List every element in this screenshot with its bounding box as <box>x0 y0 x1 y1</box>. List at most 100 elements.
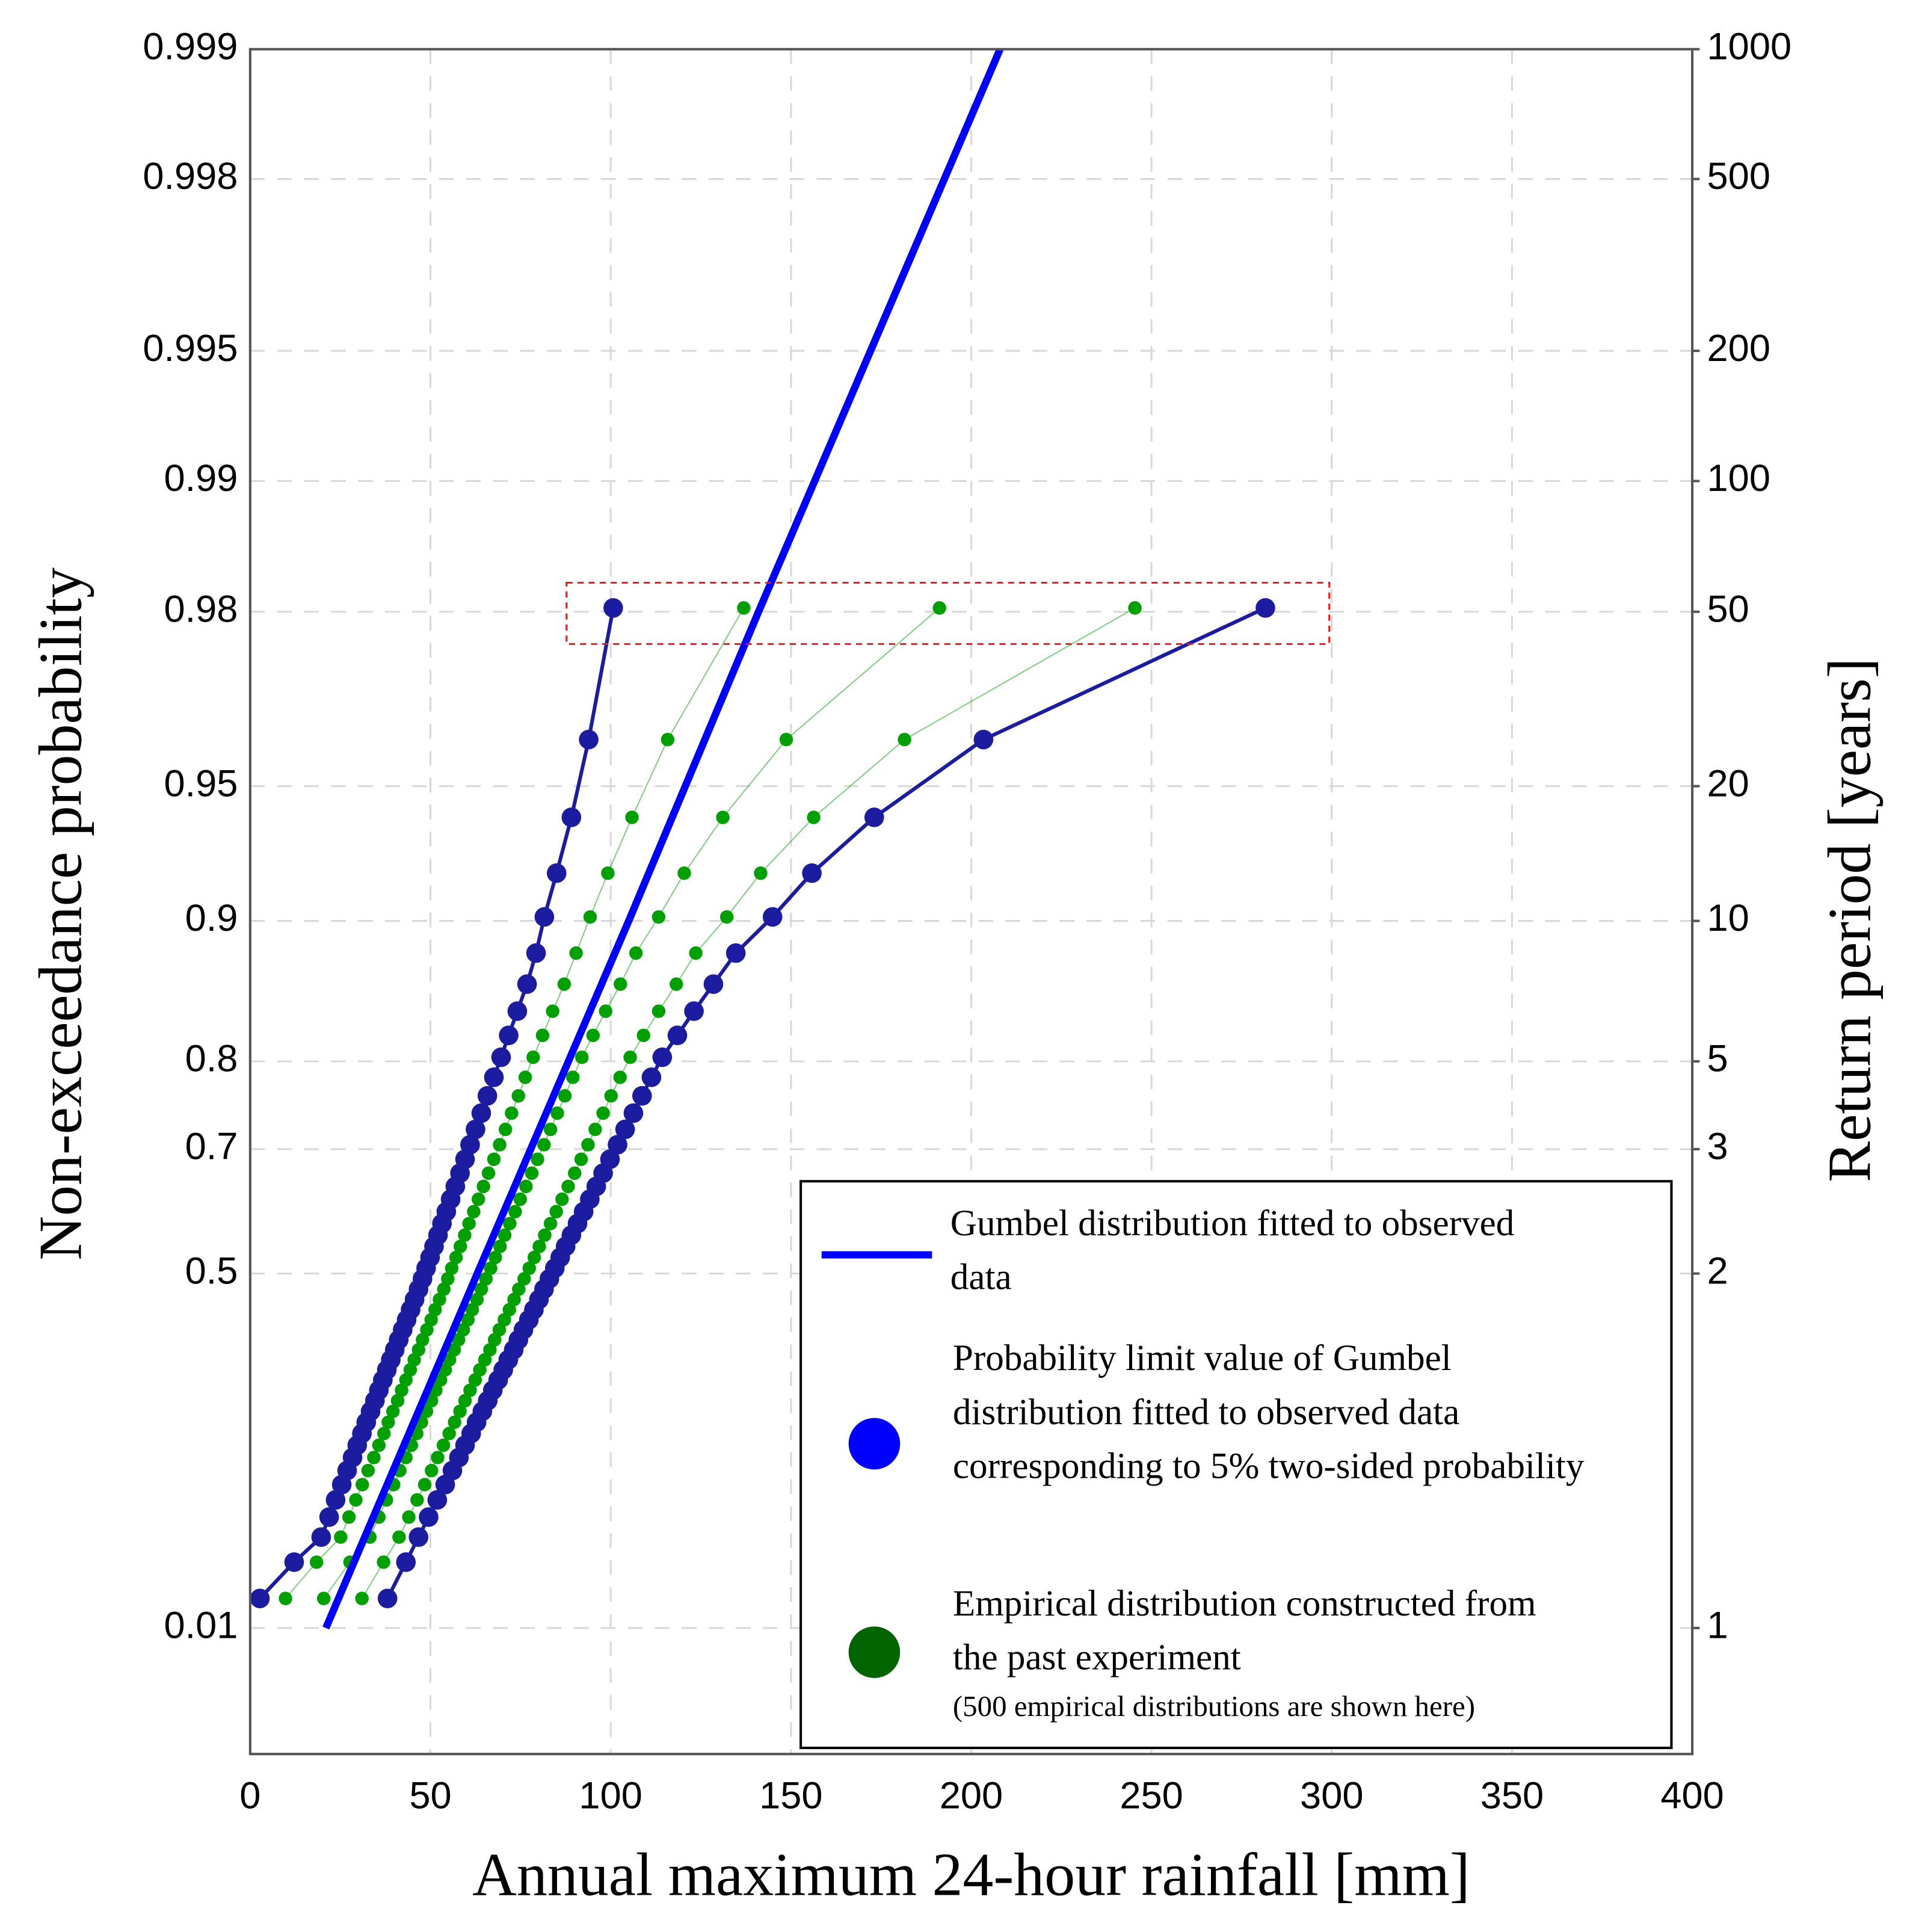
empirical-point <box>425 1463 439 1478</box>
limit-line <box>258 607 615 1600</box>
limit-point <box>250 1588 270 1608</box>
empirical-point <box>433 1292 446 1307</box>
empirical-point <box>625 810 639 824</box>
empirical-point <box>807 810 821 824</box>
x-tick-label: 50 <box>409 1774 451 1816</box>
y-tick-label: 0.999 <box>143 25 238 67</box>
empirical-point <box>479 1272 493 1286</box>
empirical-point <box>342 1510 356 1524</box>
empirical-point <box>503 1217 517 1230</box>
empirical-point <box>561 1179 575 1194</box>
empirical-point <box>453 1404 467 1418</box>
y2-tick-label: 2 <box>1707 1250 1728 1292</box>
limit-point <box>603 598 623 618</box>
empirical-point <box>575 1050 589 1064</box>
limit-point <box>460 1135 480 1155</box>
y2-tick-label: 20 <box>1707 762 1749 804</box>
limit-point <box>579 729 599 750</box>
fit-line <box>322 48 1004 1630</box>
empirical-point <box>470 1292 484 1307</box>
empirical-point <box>543 1122 558 1137</box>
empirical-point <box>550 1106 564 1120</box>
empirical-point <box>309 1555 324 1569</box>
empirical-point <box>476 1179 490 1194</box>
limit-point <box>311 1527 331 1548</box>
empirical-point <box>487 1333 502 1347</box>
empirical-point <box>538 1228 552 1242</box>
empirical-point <box>481 1166 496 1180</box>
empirical-point <box>471 1192 485 1206</box>
empirical-point <box>507 1292 521 1307</box>
legend-entry: Probability limit value of Gumbel distri… <box>953 1338 1585 1487</box>
limit-point <box>667 1025 688 1046</box>
y2-tick-label: 1000 <box>1707 25 1792 67</box>
empirical-point <box>508 1205 522 1218</box>
y-tick-label: 0.5 <box>185 1250 238 1292</box>
legend-box <box>799 1180 1673 1750</box>
empirical-point <box>356 1478 369 1492</box>
empirical-point <box>586 1028 600 1042</box>
empirical-point <box>431 1451 445 1464</box>
empirical-point <box>372 1438 386 1452</box>
empirical-point <box>392 1530 406 1544</box>
empirical-point <box>454 1239 467 1253</box>
empirical-point <box>488 1250 502 1265</box>
empirical-point <box>316 1591 331 1605</box>
empirical-point <box>448 1415 461 1429</box>
empirical-point <box>355 1591 369 1605</box>
y-tick-label: 0.01 <box>164 1604 238 1646</box>
empirical-point <box>436 1438 451 1452</box>
x-tick-label: 0 <box>239 1774 260 1816</box>
empirical-point <box>557 977 571 991</box>
empirical-point <box>588 1122 602 1137</box>
x-tick-label: 200 <box>940 1774 1003 1816</box>
legend-label: Empirical distribution constructed from … <box>952 1583 1536 1678</box>
limit-point <box>499 1025 519 1046</box>
empirical-point <box>754 866 768 880</box>
legend: Gumbel distribution fitted to observed d… <box>799 1180 1673 1750</box>
y-tick-label: 0.995 <box>143 327 238 369</box>
legend-marker <box>848 1418 901 1470</box>
empirical-point <box>513 1192 527 1206</box>
empirical-point <box>445 1261 459 1276</box>
limit-point <box>319 1507 339 1527</box>
limit-point <box>632 1086 652 1106</box>
empirical-point <box>487 1152 501 1166</box>
limit-point <box>377 1588 398 1608</box>
empirical-point <box>543 1217 558 1230</box>
limit-point <box>615 1119 635 1140</box>
empirical-point <box>932 601 946 615</box>
empirical-point <box>462 1217 476 1230</box>
empirical-point <box>456 1322 470 1337</box>
empirical-point <box>498 1313 511 1327</box>
empirical-point <box>599 1004 612 1018</box>
empirical-point <box>502 1303 516 1316</box>
empirical-point <box>583 910 597 924</box>
limit-point <box>641 1067 662 1087</box>
empirical-point <box>484 1261 498 1276</box>
empirical-point <box>670 977 683 991</box>
limit-point <box>419 1507 439 1527</box>
legend-marker <box>848 1626 901 1678</box>
y-axis-title: Non-exceedance probability <box>27 567 95 1261</box>
y2-tick-label: 5 <box>1707 1038 1728 1080</box>
empirical-point <box>428 1303 442 1316</box>
y2-tick-label: 1 <box>1707 1604 1728 1646</box>
empirical-point <box>493 1138 507 1152</box>
limit-point <box>561 807 582 827</box>
y2-tick-label: 500 <box>1707 155 1770 197</box>
empirical-point <box>636 1028 650 1042</box>
empirical-point <box>527 1250 541 1265</box>
y-tick-label: 0.8 <box>185 1038 238 1080</box>
empirical-point <box>349 1493 363 1507</box>
limit-point <box>725 943 746 963</box>
empirical-point <box>474 1282 488 1296</box>
limit-point <box>623 1103 644 1123</box>
empirical-point <box>535 1028 550 1042</box>
empirical-point <box>361 1463 375 1478</box>
empirical-point <box>532 1239 546 1253</box>
empirical-point <box>517 1272 531 1286</box>
empirical-point <box>449 1250 463 1265</box>
empirical-point <box>410 1493 424 1507</box>
